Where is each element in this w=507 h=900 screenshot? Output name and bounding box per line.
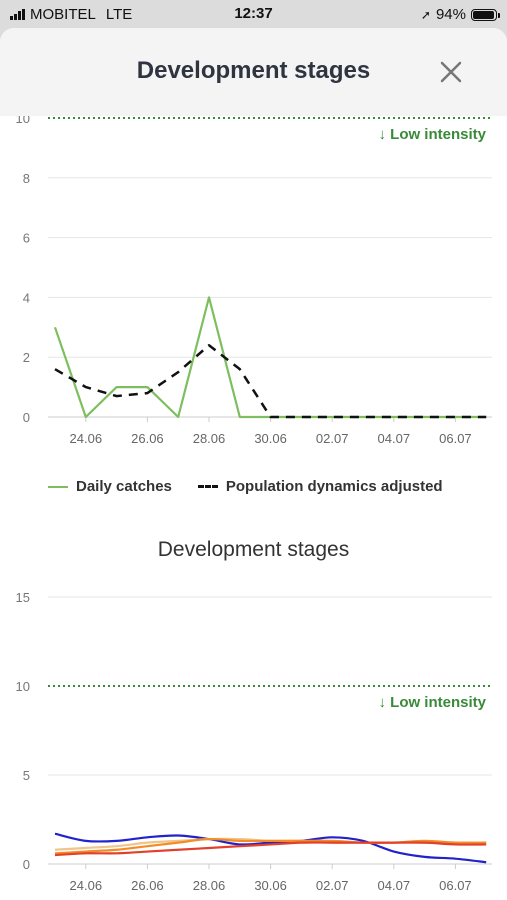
y-tick-label: 6 (23, 231, 30, 246)
legend-label: Daily catches (76, 478, 172, 495)
y-tick-label: 0 (23, 857, 30, 872)
signal-icon (10, 9, 25, 20)
y-tick-label: 0 (23, 410, 30, 425)
carrier-name: MOBITEL (30, 6, 96, 23)
x-tick-label: 02.07 (316, 878, 349, 893)
x-tick-label: 30.06 (254, 878, 287, 893)
series-line-1 (54, 343, 487, 419)
location-arrow-icon: ➚ (420, 7, 431, 22)
development-stages-chart: 15 10 5 0 ↓ Low intensity 24.06 26.06 28.06 30.0… (16, 590, 492, 893)
x-tick-label: 28.06 (193, 431, 226, 446)
y-tick-label: 15 (16, 590, 30, 605)
close-icon (440, 61, 462, 83)
legend-item-daily-catches[interactable]: Daily catches (48, 478, 172, 495)
threshold-label: ↓ Low intensity (378, 694, 486, 711)
chart-title: Development stages (157, 538, 350, 561)
network-type: LTE (105, 6, 133, 23)
y-tick-label: 5 (23, 768, 30, 783)
close-button[interactable] (439, 60, 463, 84)
y-tick-label: 4 (23, 290, 30, 305)
status-bar: MOBITEL LTE 12:37 ➚ 94% (0, 0, 507, 30)
modal-sheet: Development stages 10 8 6 4 2 0 ↓ Low intensit… (0, 28, 507, 900)
y-tick-label: 2 (23, 350, 30, 365)
x-tick-label: 04.07 (378, 878, 411, 893)
x-tick-label: 24.06 (70, 878, 103, 893)
battery-icon (471, 8, 500, 21)
x-tick-label: 28.06 (193, 878, 226, 893)
sheet-header: Development stages (0, 28, 507, 116)
clock: 12:37 (234, 5, 273, 22)
legend-label: Population dynamics adjusted (225, 478, 443, 495)
x-tick-label: 26.06 (131, 878, 164, 893)
y-tick-label: 10 (16, 679, 30, 694)
legend-swatch-solid (48, 485, 68, 488)
x-tick-label: 26.06 (131, 431, 164, 446)
x-tick-label: 06.07 (439, 878, 472, 893)
x-tick-label: 06.07 (439, 431, 472, 446)
x-tick-label: 24.06 (70, 431, 103, 446)
threshold-label: ↓ Low intensity (378, 126, 486, 143)
series-line-3 (54, 841, 487, 857)
chart-legend: Daily catches Population dynamics adjust… (48, 478, 469, 495)
series-line-2 (54, 837, 487, 855)
page-title: Development stages (136, 57, 371, 84)
series-line-0 (54, 832, 487, 864)
legend-swatch-dashed (197, 485, 218, 488)
x-tick-label: 30.06 (254, 431, 287, 446)
x-tick-label: 04.07 (378, 431, 411, 446)
battery-percent: 94% (435, 6, 466, 23)
legend-item-population-dynamics[interactable]: Population dynamics adjusted (197, 478, 443, 495)
x-tick-label: 02.07 (316, 431, 349, 446)
y-tick-label: 8 (23, 171, 30, 186)
